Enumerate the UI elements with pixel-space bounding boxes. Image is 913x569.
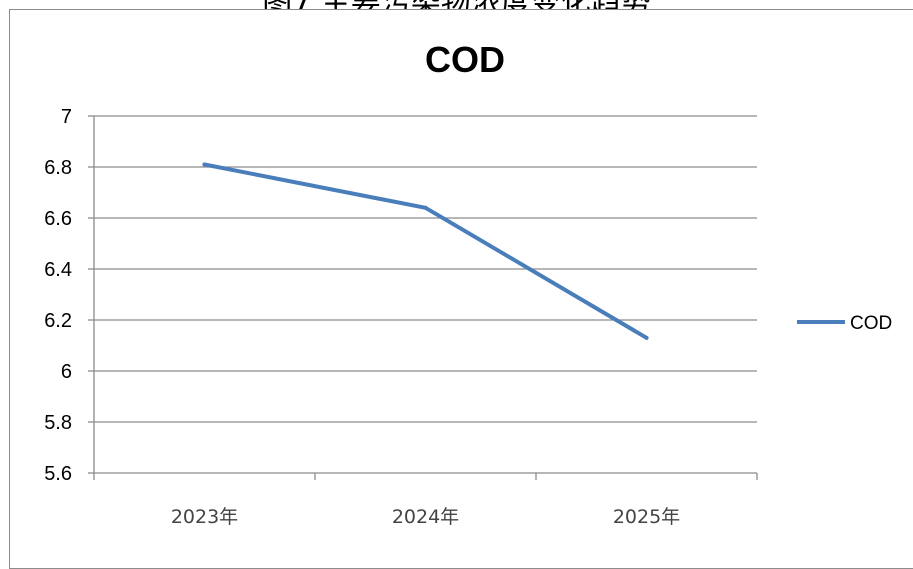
x-tick-label: 2025年 xyxy=(613,506,680,528)
chart-title: COD xyxy=(425,39,505,80)
legend-label: COD xyxy=(850,313,892,334)
y-tick-label: 7 xyxy=(61,106,72,128)
x-tick-label: 2024年 xyxy=(392,506,459,528)
y-tick-label: 6.4 xyxy=(44,259,72,281)
legend: COD xyxy=(797,313,892,334)
data-point xyxy=(202,162,207,167)
y-tick-label: 5.8 xyxy=(44,412,72,434)
x-tick-label: 2023年 xyxy=(171,506,238,528)
series-line xyxy=(202,162,649,340)
gridlines xyxy=(94,115,757,474)
data-point xyxy=(423,205,428,210)
y-tick-label: 5.6 xyxy=(44,463,72,485)
y-tick-label: 6.8 xyxy=(44,157,72,179)
y-tick-label: 6.2 xyxy=(44,310,72,332)
data-point xyxy=(644,335,649,340)
y-tick-label: 6 xyxy=(61,361,72,383)
axes: 5.6 5.8 6 6.2 6.4 6.6 6.8 7 2023年 2024年 2025年 xyxy=(44,106,758,528)
series-layer xyxy=(202,162,649,340)
y-tick-label: 6.6 xyxy=(44,208,72,230)
